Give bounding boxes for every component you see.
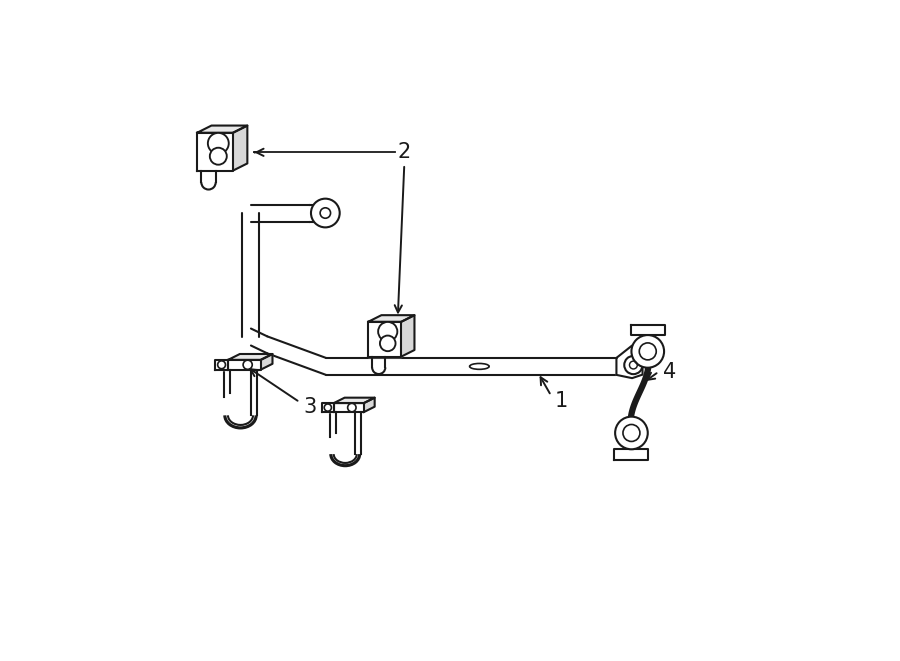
Circle shape [210, 147, 227, 165]
Polygon shape [615, 449, 648, 460]
Polygon shape [233, 126, 248, 171]
Circle shape [615, 416, 648, 449]
Polygon shape [322, 403, 334, 412]
Text: 4: 4 [662, 362, 676, 381]
Polygon shape [616, 346, 643, 378]
Circle shape [378, 322, 397, 341]
Polygon shape [228, 360, 261, 369]
Polygon shape [215, 360, 228, 369]
Text: 3: 3 [303, 397, 317, 417]
Text: 1: 1 [554, 391, 568, 411]
Polygon shape [334, 398, 374, 403]
Polygon shape [228, 354, 273, 360]
Polygon shape [368, 315, 415, 322]
Circle shape [218, 361, 226, 369]
Polygon shape [334, 403, 364, 412]
Circle shape [625, 356, 643, 374]
Polygon shape [364, 398, 374, 412]
Text: 2: 2 [398, 142, 411, 163]
Circle shape [243, 360, 252, 369]
Circle shape [347, 403, 356, 412]
Circle shape [324, 404, 331, 411]
Ellipse shape [470, 364, 490, 369]
Polygon shape [197, 126, 248, 133]
Circle shape [380, 336, 395, 351]
Circle shape [311, 199, 339, 227]
Polygon shape [197, 133, 233, 171]
Circle shape [632, 335, 664, 368]
Polygon shape [401, 315, 415, 356]
Polygon shape [631, 325, 665, 335]
Polygon shape [261, 354, 273, 369]
Circle shape [208, 133, 229, 154]
Polygon shape [368, 322, 401, 356]
